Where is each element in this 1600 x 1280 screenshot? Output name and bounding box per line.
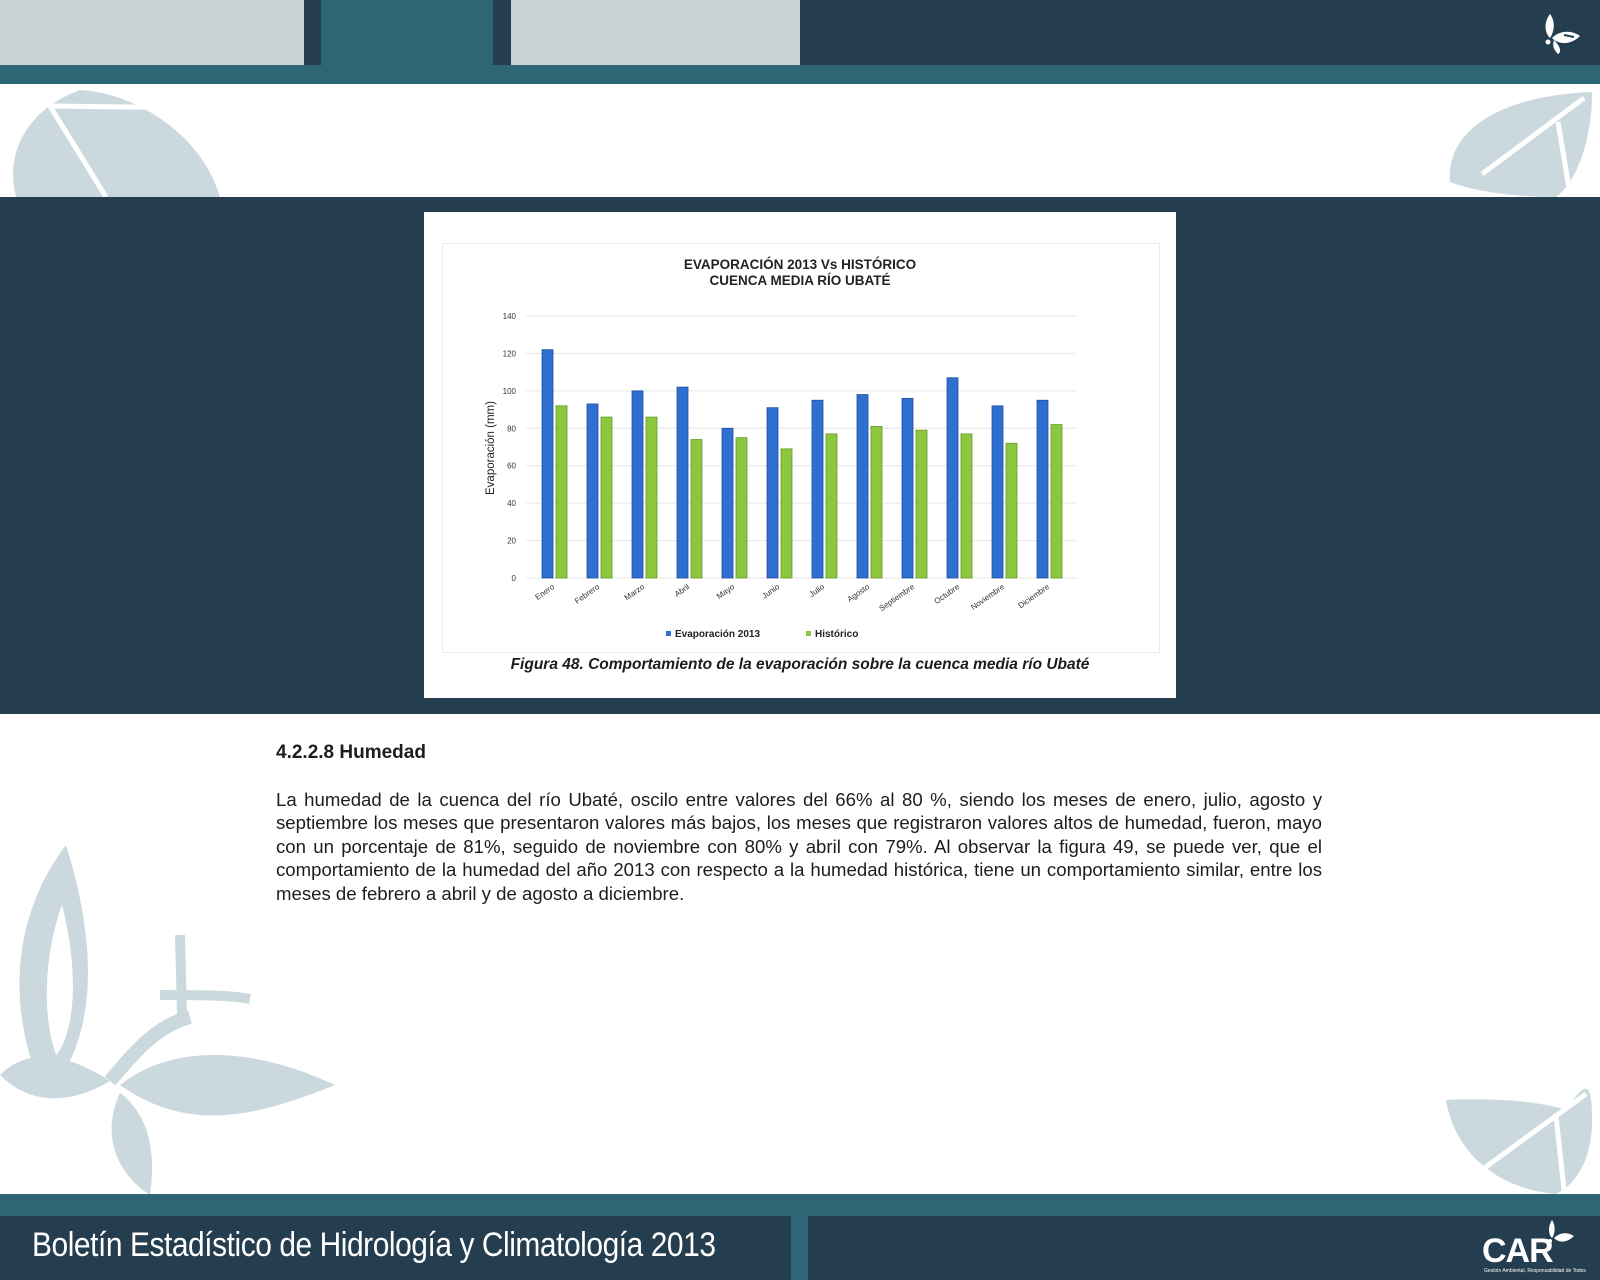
bar-historico — [960, 433, 973, 579]
bar-evaporacion-2013 — [766, 407, 779, 579]
footer-stripe — [0, 1194, 1600, 1216]
x-tick-label: Julio — [808, 582, 827, 599]
x-tick-label: Febrero — [573, 582, 602, 606]
x-tick-label: Junio — [760, 582, 781, 601]
bar-historico — [1050, 424, 1063, 579]
bar-evaporacion-2013 — [721, 427, 734, 579]
y-tick-label: 80 — [507, 424, 516, 433]
butterfly-decoration-icon — [0, 845, 335, 1195]
y-tick-label: 100 — [503, 387, 517, 396]
chart-subtitle: CUENCA MEDIA RÍO UBATÉ — [710, 273, 891, 288]
bar-evaporacion-2013 — [811, 399, 824, 579]
x-tick-label: Agosto — [846, 582, 872, 604]
bar-historico — [735, 437, 748, 579]
leaf-decoration-icon — [13, 90, 220, 197]
y-tick-label: 120 — [503, 349, 517, 358]
car-logo-text: CAR — [1482, 1232, 1554, 1270]
x-tick-label: Abril — [673, 582, 691, 599]
header-stripe — [0, 65, 1600, 84]
footer-separator — [791, 1216, 808, 1280]
bar-evaporacion-2013 — [631, 390, 644, 579]
x-tick-label: Enero — [533, 582, 556, 602]
x-tick-label: Marzo — [623, 582, 647, 602]
header-tab-2 — [321, 0, 493, 65]
y-tick-label: 0 — [512, 574, 517, 583]
y-tick-label: 20 — [507, 537, 516, 546]
butterfly-logo-icon — [1548, 1220, 1574, 1243]
car-logo-subtext: Gestión Ambiental, Responsabilidad de To… — [1484, 1268, 1586, 1274]
bar-historico — [645, 416, 658, 579]
bar-historico — [1005, 442, 1018, 579]
body-paragraph: La humedad de la cuenca del río Ubaté, o… — [276, 789, 1322, 904]
bar-evaporacion-2013 — [541, 349, 554, 579]
legend-label: Histórico — [815, 629, 858, 640]
header-tab-3 — [511, 0, 800, 65]
bar-historico — [555, 405, 568, 579]
bar-historico — [915, 429, 928, 579]
header-tab-1 — [0, 0, 304, 65]
bar-evaporacion-2013 — [1036, 399, 1049, 579]
bar-historico — [780, 448, 793, 579]
x-tick-label: Octubre — [933, 582, 962, 606]
legend-swatch — [806, 631, 811, 636]
bar-historico — [690, 439, 703, 579]
leaf-decoration-icon — [1446, 1088, 1592, 1194]
y-tick-label: 40 — [507, 499, 516, 508]
y-tick-label: 140 — [503, 312, 517, 321]
bar-historico — [870, 426, 883, 579]
y-axis-label: Evaporación (mm) — [485, 401, 497, 495]
legend-swatch — [666, 631, 671, 636]
chart-frame — [442, 243, 1160, 653]
x-tick-label: Septiembre — [877, 582, 916, 613]
bar-evaporacion-2013 — [991, 405, 1004, 579]
car-logo: CAR Gestión Ambiental, Responsabilidad d… — [1482, 1218, 1586, 1278]
section-heading: 4.2.2.8 Humedad — [276, 742, 426, 763]
figure-caption: Figura 48. Comportamiento de la evaporac… — [510, 656, 1090, 673]
bar-historico — [825, 433, 838, 579]
bar-evaporacion-2013 — [586, 403, 599, 579]
bar-evaporacion-2013 — [901, 397, 914, 579]
x-tick-label: Diciembre — [1016, 582, 1051, 610]
bar-evaporacion-2013 — [946, 377, 959, 579]
bar-historico — [600, 416, 613, 579]
x-tick-label: Noviembre — [969, 582, 1006, 612]
bar-evaporacion-2013 — [856, 394, 869, 579]
butterfly-logo-icon — [1545, 14, 1580, 54]
y-tick-label: 60 — [507, 462, 516, 471]
footer-title: Boletín Estadístico de Hidrología y Clim… — [32, 1226, 716, 1264]
bar-evaporacion-2013 — [676, 386, 689, 579]
chart-title: EVAPORACIÓN 2013 Vs HISTÓRICO — [684, 257, 916, 272]
x-tick-label: Mayo — [715, 582, 737, 601]
legend-label: Evaporación 2013 — [675, 629, 760, 640]
leaf-decoration-icon — [1449, 92, 1592, 197]
